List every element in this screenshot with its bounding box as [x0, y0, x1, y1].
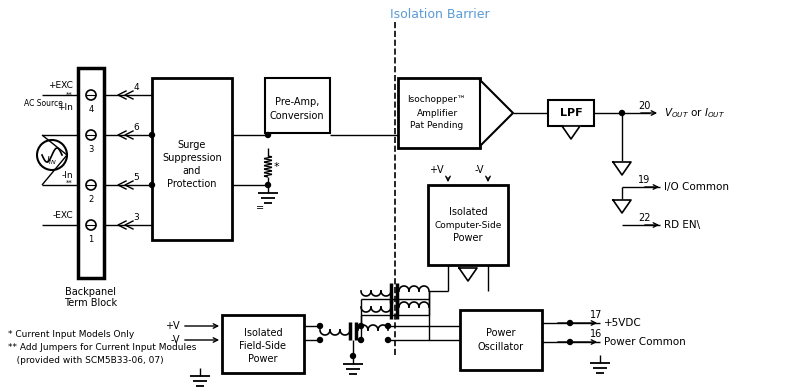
Text: Power: Power	[454, 233, 482, 243]
Text: Pat Pending: Pat Pending	[410, 121, 464, 130]
Circle shape	[266, 182, 270, 187]
Text: 17: 17	[590, 310, 602, 320]
Text: Pre-Amp,: Pre-Amp,	[275, 97, 319, 107]
FancyBboxPatch shape	[548, 100, 594, 126]
FancyBboxPatch shape	[460, 310, 542, 370]
Polygon shape	[480, 80, 513, 146]
Text: (provided with SCM5B33-06, 07): (provided with SCM5B33-06, 07)	[8, 356, 164, 365]
Text: 3: 3	[133, 213, 139, 222]
Polygon shape	[562, 126, 580, 139]
Polygon shape	[613, 200, 631, 213]
Text: * Current Input Models Only: * Current Input Models Only	[8, 330, 134, 339]
Text: 1: 1	[88, 234, 94, 244]
Circle shape	[318, 324, 322, 329]
Text: **: **	[66, 92, 73, 98]
Text: RD EN\: RD EN\	[664, 220, 700, 230]
Text: Backpanel: Backpanel	[66, 287, 117, 297]
Text: Suppression: Suppression	[162, 153, 222, 163]
Text: Oscillator: Oscillator	[478, 342, 524, 352]
Text: $V_{OUT}$ or $I_{OUT}$: $V_{OUT}$ or $I_{OUT}$	[664, 106, 725, 120]
FancyBboxPatch shape	[265, 78, 330, 133]
Text: $I_{IN}$: $I_{IN}$	[46, 155, 58, 167]
Text: 22: 22	[638, 213, 650, 223]
Text: Field-Side: Field-Side	[239, 341, 286, 351]
Text: -V: -V	[170, 335, 180, 345]
Text: 3: 3	[88, 144, 94, 154]
Text: 19: 19	[638, 175, 650, 185]
FancyBboxPatch shape	[222, 315, 304, 373]
Text: *: *	[273, 162, 279, 172]
Circle shape	[358, 338, 363, 343]
Circle shape	[619, 111, 625, 116]
FancyBboxPatch shape	[78, 68, 104, 278]
Text: Computer-Side: Computer-Side	[434, 220, 502, 229]
Text: Power Common: Power Common	[604, 337, 686, 347]
Circle shape	[567, 340, 573, 345]
Polygon shape	[613, 162, 631, 175]
Text: +V: +V	[166, 321, 180, 331]
Text: Conversion: Conversion	[270, 111, 324, 121]
Text: +EXC: +EXC	[48, 80, 73, 90]
Text: 16: 16	[590, 329, 602, 339]
Text: -EXC: -EXC	[52, 211, 73, 220]
Text: 6: 6	[133, 123, 139, 132]
Text: Amplifier: Amplifier	[417, 109, 458, 118]
Text: 4: 4	[88, 104, 94, 114]
Text: +In: +In	[57, 104, 73, 113]
Text: 4: 4	[133, 83, 139, 92]
Circle shape	[318, 338, 322, 343]
Text: Surge: Surge	[178, 140, 206, 150]
Text: Term Block: Term Block	[65, 298, 118, 308]
Text: +5VDC: +5VDC	[604, 318, 642, 328]
Text: Isochopper™: Isochopper™	[407, 95, 466, 104]
Circle shape	[150, 182, 154, 187]
Text: Power: Power	[248, 354, 278, 364]
Text: I/O Common: I/O Common	[664, 182, 729, 192]
Circle shape	[350, 353, 355, 359]
Text: Isolated: Isolated	[449, 207, 487, 217]
Circle shape	[386, 324, 390, 329]
Circle shape	[567, 320, 573, 326]
FancyBboxPatch shape	[428, 185, 508, 265]
Text: Isolation Barrier: Isolation Barrier	[390, 9, 490, 21]
Polygon shape	[459, 268, 477, 281]
Text: =: =	[256, 203, 264, 213]
Text: AC Source: AC Source	[24, 99, 63, 107]
Circle shape	[266, 132, 270, 137]
Text: LPF: LPF	[560, 108, 582, 118]
Text: and: and	[183, 166, 201, 176]
FancyBboxPatch shape	[398, 78, 480, 148]
Text: Protection: Protection	[167, 179, 217, 189]
Circle shape	[386, 338, 390, 343]
Text: Power: Power	[486, 328, 516, 338]
Text: Isolated: Isolated	[244, 328, 282, 338]
Text: +V: +V	[430, 165, 444, 175]
Circle shape	[358, 324, 363, 329]
Circle shape	[150, 132, 154, 137]
Text: 2: 2	[88, 194, 94, 203]
Text: ** Add Jumpers for Current Input Modules: ** Add Jumpers for Current Input Modules	[8, 343, 196, 352]
Text: 20: 20	[638, 101, 650, 111]
Text: -V: -V	[474, 165, 484, 175]
FancyBboxPatch shape	[152, 78, 232, 240]
Text: 5: 5	[133, 173, 139, 182]
Text: **: **	[66, 180, 73, 186]
Text: -In: -In	[62, 170, 73, 180]
